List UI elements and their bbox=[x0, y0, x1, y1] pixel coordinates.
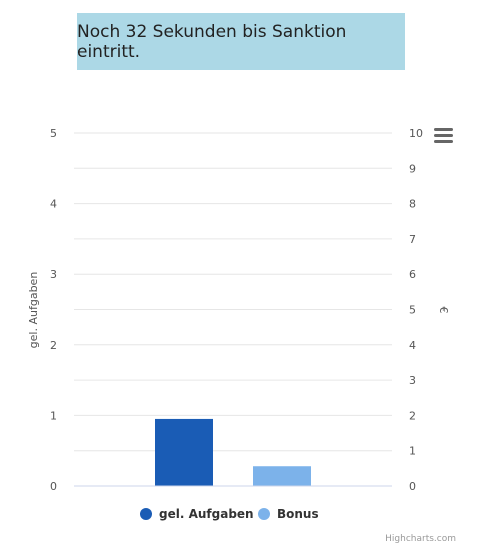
right-tick-label: 7 bbox=[409, 233, 416, 246]
credits-link[interactable]: Highcharts.com bbox=[385, 534, 456, 544]
right-tick-label: 4 bbox=[409, 339, 416, 352]
bars bbox=[155, 418, 311, 486]
bar-gel-aufgaben[interactable] bbox=[155, 418, 213, 486]
countdown-banner: Noch 32 Sekunden bis Sanktion eintritt. bbox=[77, 13, 405, 70]
right-axis-tick-labels: 0 1 2 3 4 5 6 7 8 9 10 bbox=[409, 127, 423, 493]
left-axis-tick-labels: 0 1 2 3 4 5 bbox=[50, 127, 57, 493]
right-axis-title: € bbox=[437, 307, 450, 314]
right-tick-label: 3 bbox=[409, 374, 416, 387]
right-tick-label: 0 bbox=[409, 480, 416, 493]
right-tick-label: 9 bbox=[409, 162, 416, 175]
legend: gel. Aufgaben Bonus bbox=[140, 507, 319, 521]
left-tick-label: 3 bbox=[50, 268, 57, 281]
right-tick-label: 10 bbox=[409, 127, 423, 140]
left-tick-label: 5 bbox=[50, 127, 57, 140]
legend-item[interactable]: Bonus bbox=[258, 507, 319, 521]
bar-bonus[interactable] bbox=[253, 466, 311, 486]
legend-marker-icon bbox=[258, 508, 270, 520]
left-tick-label: 4 bbox=[50, 198, 57, 211]
right-tick-label: 8 bbox=[409, 198, 416, 211]
left-axis-title: gel. Aufgaben bbox=[27, 272, 40, 349]
right-tick-label: 6 bbox=[409, 268, 416, 281]
gridlines bbox=[74, 132, 392, 452]
legend-label: gel. Aufgaben bbox=[159, 507, 254, 521]
hamburger-menu-icon bbox=[434, 128, 453, 143]
right-tick-label: 1 bbox=[409, 445, 416, 458]
left-tick-label: 2 bbox=[50, 339, 57, 352]
left-tick-label: 1 bbox=[50, 409, 57, 422]
left-tick-label: 0 bbox=[50, 480, 57, 493]
right-tick-label: 2 bbox=[409, 409, 416, 422]
chart-menu-button[interactable] bbox=[432, 124, 456, 146]
legend-item[interactable]: gel. Aufgaben bbox=[140, 507, 254, 521]
right-tick-label: 5 bbox=[409, 304, 416, 317]
countdown-text: Noch 32 Sekunden bis Sanktion eintritt. bbox=[77, 21, 347, 62]
legend-label: Bonus bbox=[277, 507, 319, 521]
legend-marker-icon bbox=[140, 508, 152, 520]
